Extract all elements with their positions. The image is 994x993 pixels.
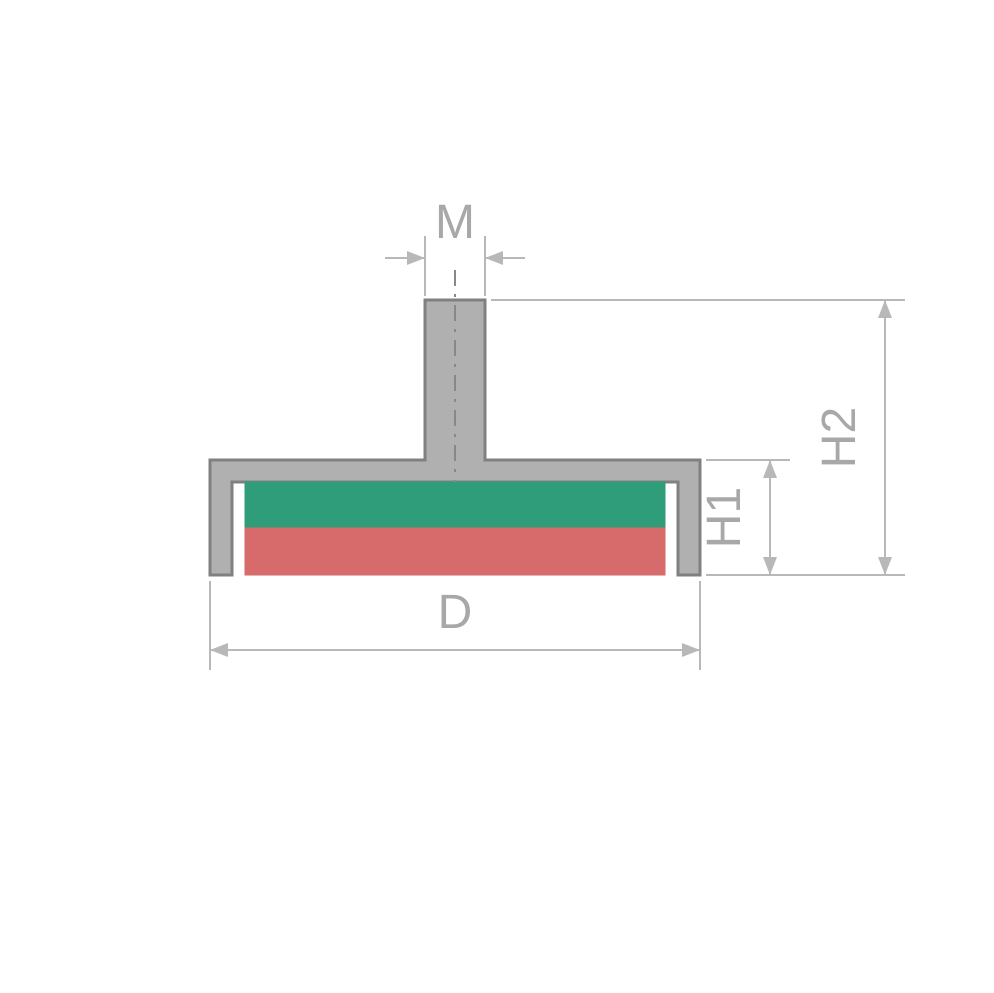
label-d: D: [438, 586, 473, 639]
arrowhead: [485, 251, 503, 265]
arrowhead: [407, 251, 425, 265]
arrowhead: [763, 460, 777, 478]
south-pole: [245, 482, 665, 528]
arrowhead: [878, 300, 892, 318]
label-h2: H2: [813, 407, 866, 468]
label-m: M: [435, 196, 475, 249]
label-h1: H1: [698, 487, 751, 548]
arrowhead: [682, 643, 700, 657]
arrowhead: [878, 557, 892, 575]
arrowhead: [210, 643, 228, 657]
north-pole: [245, 528, 665, 575]
arrowhead: [763, 557, 777, 575]
